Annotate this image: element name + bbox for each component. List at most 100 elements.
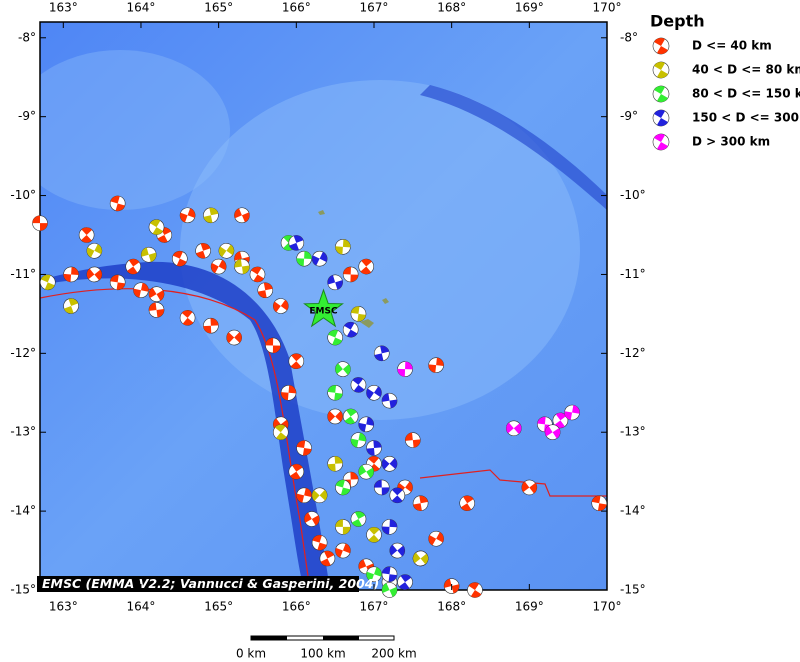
- ball-quadrant: [335, 519, 351, 535]
- ball-quadrant: [181, 310, 194, 326]
- focal-mechanism: [381, 392, 398, 409]
- ball-quadrant: [521, 481, 537, 494]
- ball-quadrant: [289, 235, 304, 251]
- scale-bar: 0 km 100 km 200 km: [236, 635, 417, 661]
- ball-quadrant: [312, 489, 328, 501]
- ball-quadrant: [391, 487, 403, 503]
- focal-mechanism: [652, 109, 670, 127]
- epicenter-star: [303, 288, 344, 328]
- focal-mechanism: [109, 195, 126, 212]
- plateau: [180, 80, 580, 420]
- y-tick-label: -9°: [620, 109, 638, 123]
- ball-quadrant: [296, 440, 312, 456]
- focal-mechanism: [288, 463, 305, 480]
- ball-quadrant: [343, 266, 359, 282]
- scale-label: 200 km: [371, 647, 416, 659]
- ball-quadrant: [296, 251, 312, 267]
- ball-quadrant: [257, 282, 273, 298]
- focal-mechanism: [652, 61, 670, 79]
- focal-mechanism: [179, 207, 196, 224]
- legend-label: 80 < D <= 150 km: [692, 87, 800, 101]
- ball-quadrant: [382, 393, 397, 409]
- ball-quadrant: [172, 251, 187, 267]
- ball-quadrant: [226, 332, 242, 343]
- focal-mechanism: [397, 361, 413, 377]
- ball-quadrant: [296, 488, 312, 503]
- focal-mechanism: [327, 384, 343, 401]
- ball-quadrant: [312, 535, 327, 551]
- focal-mechanism: [459, 495, 475, 512]
- ball-quadrant: [398, 574, 412, 590]
- focal-mechanism: [32, 215, 48, 231]
- focal-mechanism: [381, 519, 398, 535]
- ball-quadrant: [366, 440, 382, 456]
- ball-quadrant: [460, 495, 474, 511]
- ball-quadrant: [328, 330, 343, 345]
- ball-quadrant: [86, 268, 102, 281]
- focal-mechanism: [327, 408, 343, 425]
- x-tick-label: 169°: [515, 1, 544, 15]
- y-tick-label: -11°: [10, 267, 36, 281]
- focal-mechanism: [381, 566, 398, 583]
- focal-mechanism: [327, 455, 343, 472]
- ball-quadrant: [110, 274, 126, 290]
- focal-mechanism: [366, 440, 382, 456]
- ball-quadrant: [141, 247, 157, 262]
- ball-quadrant: [344, 408, 357, 424]
- scale-bar-segment: [251, 636, 287, 640]
- ball-quadrant: [428, 532, 444, 546]
- ball-quadrant: [127, 259, 140, 275]
- focal-mechanism: [389, 542, 406, 559]
- focal-mechanism: [125, 258, 142, 275]
- focal-mechanism: [564, 404, 580, 421]
- ball-quadrant: [564, 405, 580, 420]
- focal-mechanism: [342, 408, 359, 425]
- x-tick-label: 165°: [204, 1, 233, 15]
- ball-quadrant: [234, 259, 250, 274]
- ball-quadrant: [304, 512, 320, 526]
- ball-quadrant: [281, 385, 297, 401]
- focal-mechanism: [350, 306, 367, 322]
- focal-mechanism: [249, 266, 266, 283]
- ball-quadrant: [290, 464, 303, 480]
- ball-quadrant: [211, 259, 227, 274]
- ball-quadrant: [218, 244, 234, 257]
- ball-quadrant: [382, 566, 397, 582]
- y-tick-label: -11°: [620, 267, 646, 281]
- ball-quadrant: [273, 299, 289, 313]
- y-tick-label: -13°: [620, 425, 646, 439]
- ball-quadrant: [413, 495, 428, 511]
- focal-mechanism: [78, 227, 95, 243]
- ball-quadrant: [110, 195, 125, 211]
- ball-quadrant: [64, 298, 79, 314]
- focal-mechanism: [358, 463, 375, 480]
- focal-mechanism: [342, 321, 359, 338]
- x-tick-label: 163°: [49, 600, 78, 614]
- ball-quadrant: [335, 543, 351, 558]
- y-tick-label: -10°: [10, 188, 36, 202]
- focal-mechanism: [327, 329, 343, 346]
- basemap: [40, 22, 607, 590]
- x-tick-label: 164°: [127, 1, 156, 15]
- focal-mechanism: [148, 302, 165, 318]
- ball-quadrant: [351, 306, 366, 322]
- focal-mechanism: [203, 207, 219, 224]
- credit-box: [37, 576, 359, 592]
- focal-mechanism: [148, 286, 165, 302]
- ball-quadrant: [506, 422, 522, 434]
- legend-label: D > 300 km: [692, 135, 770, 149]
- focal-mechanism: [39, 274, 56, 291]
- focal-mechanism: [257, 282, 274, 299]
- focal-mechanism: [311, 487, 328, 504]
- ball-quadrant: [32, 215, 48, 231]
- ball-quadrant: [157, 227, 171, 243]
- focal-mechanism: [86, 242, 103, 259]
- focal-mechanism: [311, 250, 328, 267]
- focal-mechanism: [350, 432, 367, 448]
- ball-quadrant: [149, 287, 165, 301]
- ball-quadrant: [389, 544, 405, 557]
- focal-mechanism: [234, 258, 250, 275]
- focal-mechanism: [86, 266, 103, 283]
- legend-label: D <= 40 km: [692, 39, 772, 53]
- x-tick-label: 165°: [204, 600, 233, 614]
